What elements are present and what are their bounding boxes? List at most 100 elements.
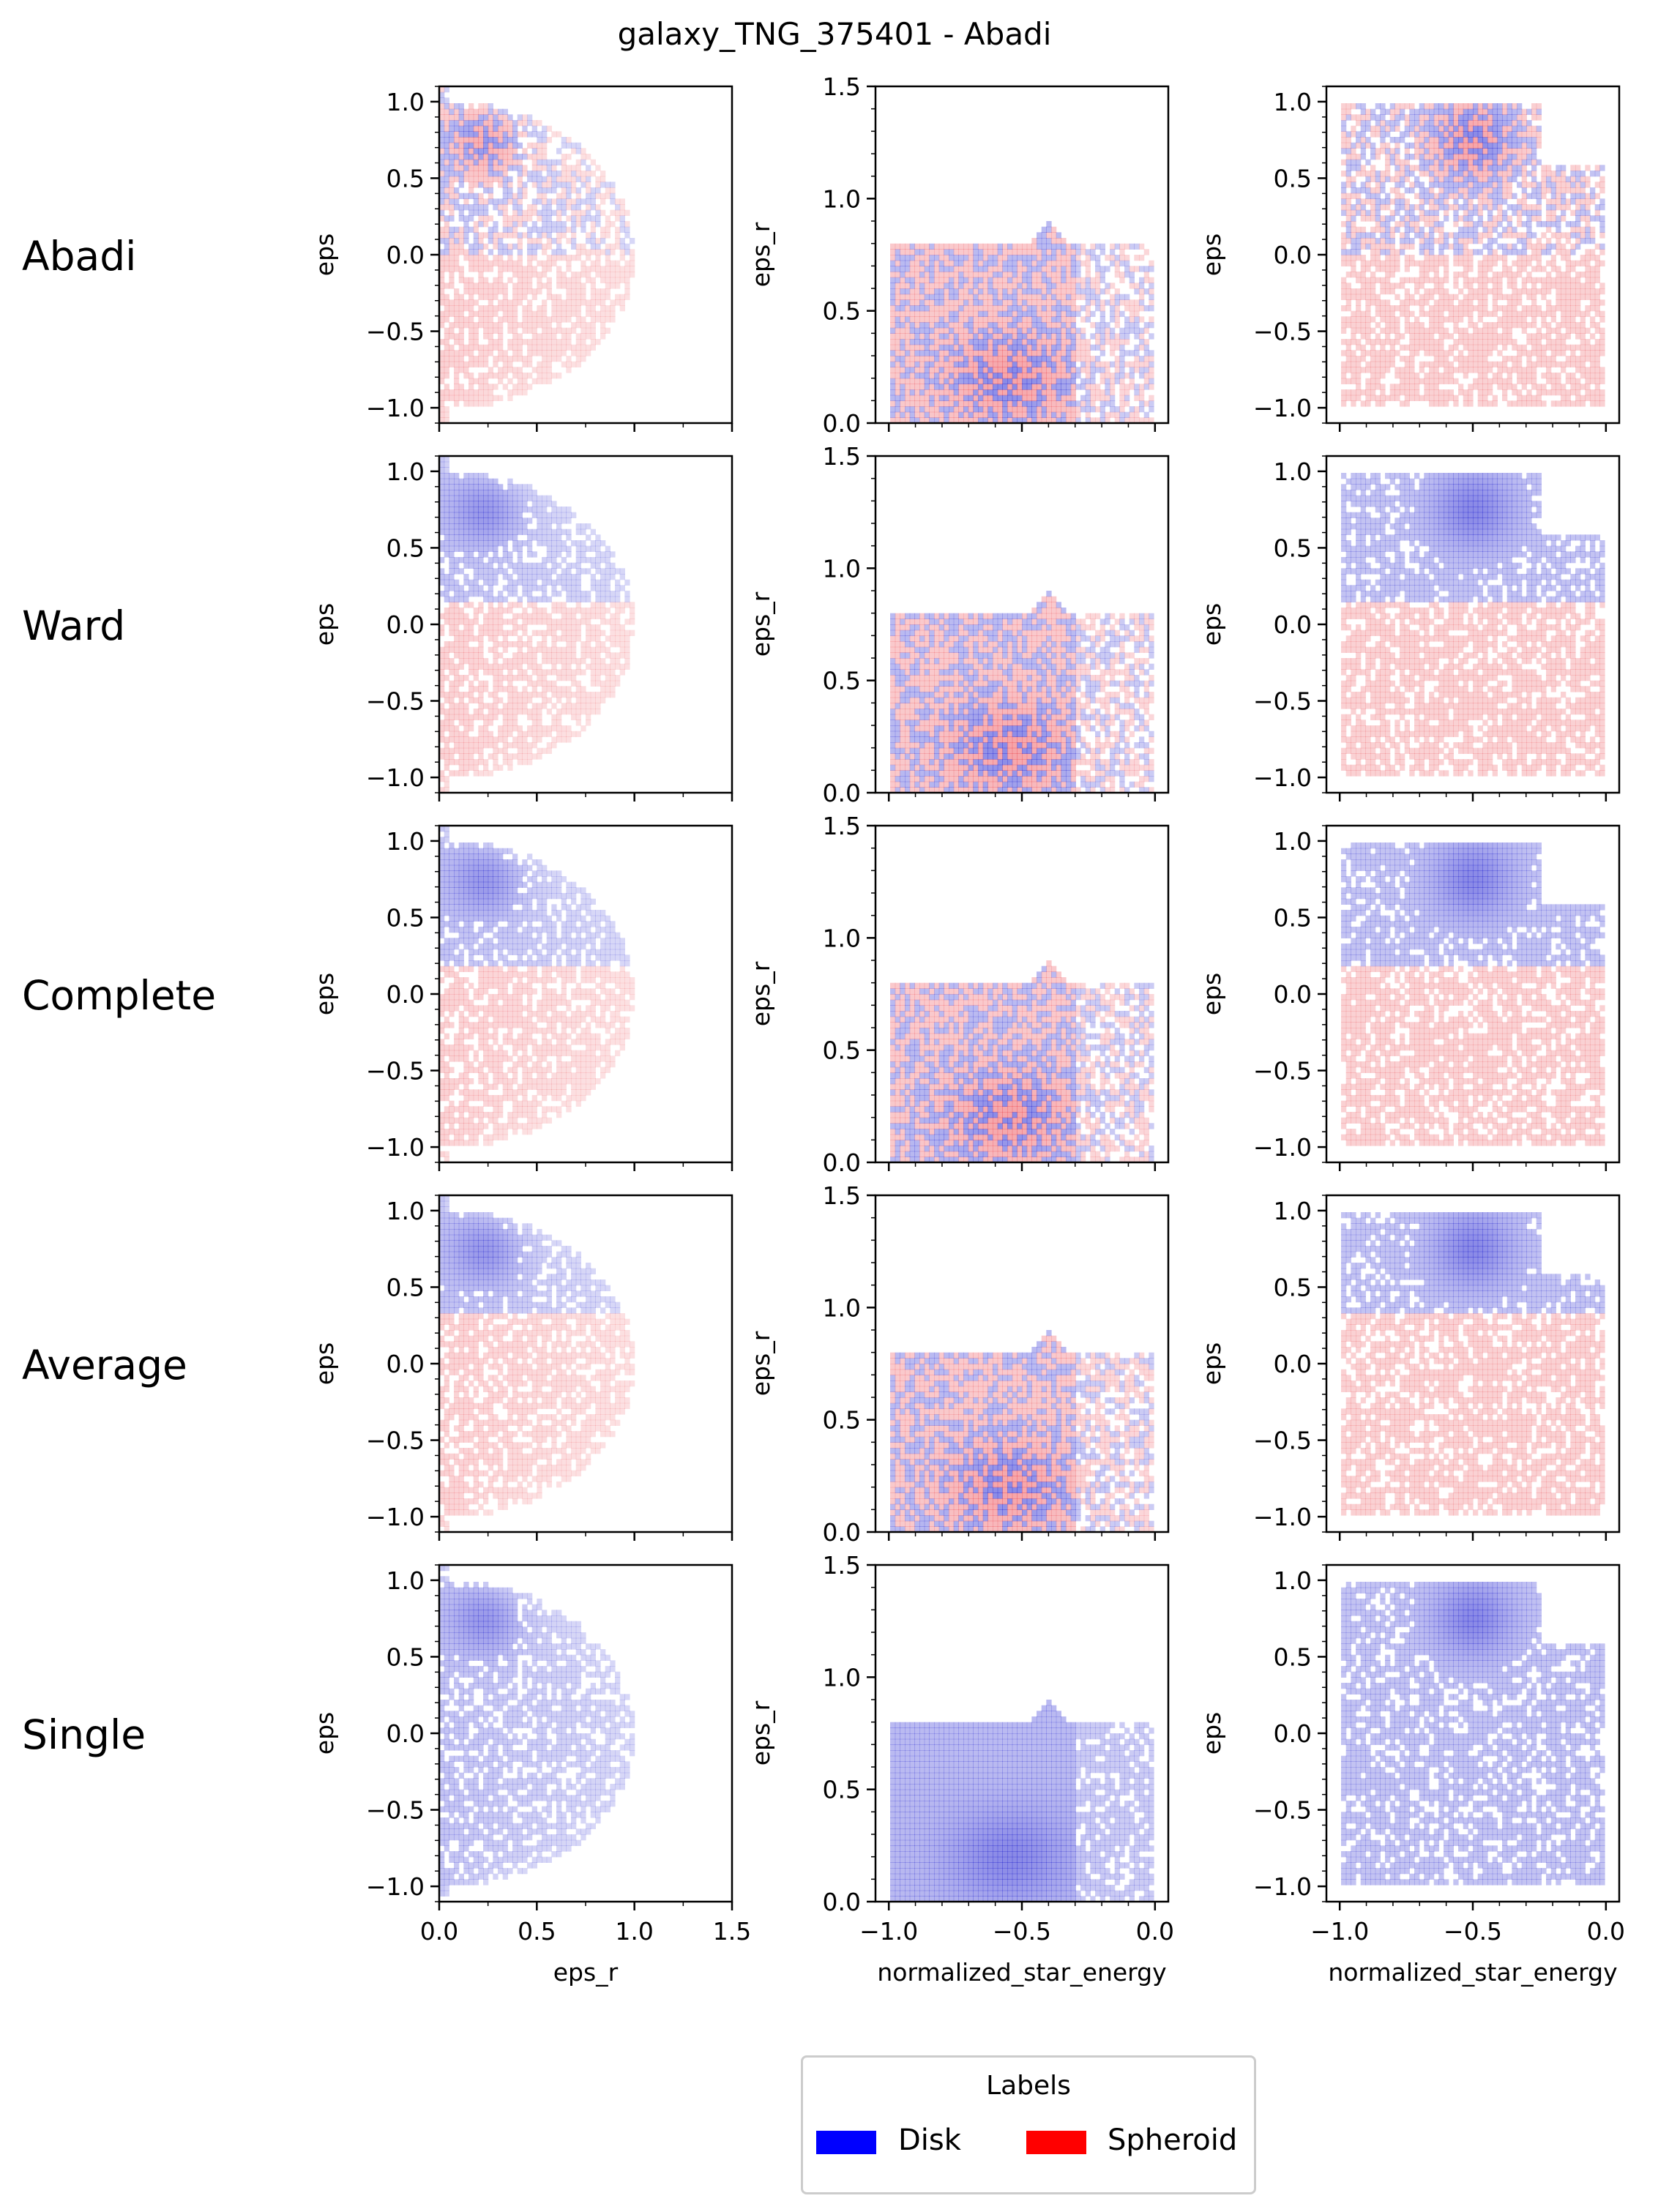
heatmap-cell <box>576 148 581 154</box>
heatmap-cell <box>1394 266 1400 272</box>
heatmap-cell <box>478 165 483 171</box>
heatmap-cell <box>1375 333 1381 339</box>
heatmap-cell <box>1444 316 1449 322</box>
heatmap-cell <box>1134 367 1139 373</box>
heatmap-cell <box>498 350 503 356</box>
heatmap-cell <box>551 345 556 351</box>
heatmap-cell <box>518 215 523 221</box>
heatmap-cell <box>1007 272 1012 277</box>
heatmap-cell <box>1361 154 1366 160</box>
heatmap-cell <box>468 339 474 345</box>
heatmap-cell <box>463 114 468 120</box>
heatmap-cell <box>610 283 615 288</box>
heatmap-cell <box>958 261 963 266</box>
heatmap-cell <box>468 187 474 193</box>
heatmap-cell <box>944 350 949 356</box>
heatmap-cell <box>1027 389 1032 395</box>
heatmap-cell <box>1144 378 1149 384</box>
heatmap-cell <box>914 333 919 339</box>
heatmap-cell <box>1444 373 1449 378</box>
heatmap-cell <box>1370 328 1375 334</box>
heatmap-cell <box>561 255 567 261</box>
heatmap-cell <box>1380 182 1385 187</box>
heatmap-cell <box>1351 328 1356 334</box>
heatmap-cell <box>968 406 974 412</box>
heatmap-cell <box>488 176 493 182</box>
heatmap-cell <box>1080 406 1086 412</box>
heatmap-cell <box>527 238 532 244</box>
heatmap-cell <box>610 261 615 266</box>
heatmap-cell <box>929 406 934 412</box>
heatmap-cell <box>571 299 576 305</box>
heatmap-cell <box>1385 126 1390 132</box>
heatmap-cell <box>595 221 600 227</box>
heatmap-cell <box>1042 277 1047 283</box>
heatmap-cell <box>580 322 586 328</box>
heatmap-cell <box>483 316 488 322</box>
heatmap-cell <box>518 120 523 126</box>
heatmap-cell <box>949 249 954 255</box>
heatmap-cell <box>1444 182 1449 187</box>
heatmap-cell <box>1017 305 1022 311</box>
heatmap-cell <box>895 299 900 305</box>
heatmap-cell <box>1361 137 1366 143</box>
heatmap-cell <box>522 277 527 283</box>
heatmap-cell <box>463 154 468 160</box>
heatmap-cell <box>595 165 600 171</box>
heatmap-cell <box>1356 171 1361 176</box>
heatmap-cell <box>1110 305 1115 311</box>
heatmap-cell <box>1346 114 1351 120</box>
heatmap-cell <box>1046 249 1051 255</box>
heatmap-cell <box>1453 395 1458 401</box>
heatmap-cell <box>507 154 512 160</box>
heatmap-cell <box>1434 328 1439 334</box>
heatmap-cell <box>463 389 468 395</box>
heatmap-cell <box>1037 406 1042 412</box>
heatmap-cell <box>987 400 993 406</box>
heatmap-cell <box>1394 176 1400 182</box>
heatmap-cell <box>929 395 934 401</box>
heatmap-cell <box>605 187 611 193</box>
heatmap-cell <box>1414 215 1419 221</box>
heatmap-cell <box>580 244 586 250</box>
heatmap-cell <box>1380 120 1385 126</box>
heatmap-cell <box>1394 328 1400 334</box>
heatmap-cell <box>895 389 900 395</box>
heatmap-cell <box>944 367 949 373</box>
heatmap-cell <box>983 288 988 294</box>
heatmap-cell <box>910 373 915 378</box>
heatmap-cell <box>605 193 611 199</box>
heatmap-cell <box>905 412 910 418</box>
heatmap-cell <box>983 350 988 356</box>
heatmap-cell <box>498 367 503 373</box>
heatmap-cells <box>439 86 635 424</box>
heatmap-cell <box>1370 395 1375 401</box>
heatmap-cell <box>939 294 944 300</box>
heatmap-cell <box>493 339 498 345</box>
heatmap-cell <box>498 305 503 311</box>
heatmap-cell <box>522 294 527 300</box>
heatmap-cell <box>468 137 474 143</box>
heatmap-cell <box>983 389 988 395</box>
heatmap-cell <box>1429 109 1434 115</box>
heatmap-cell <box>1100 277 1105 283</box>
heatmap-cell <box>963 400 968 406</box>
heatmap-cell <box>1027 339 1032 345</box>
heatmap-cell <box>1438 373 1444 378</box>
heatmap-cell <box>566 193 571 199</box>
heatmap-cell <box>610 244 615 250</box>
heatmap-cell <box>1341 109 1346 115</box>
heatmap-cell <box>1414 165 1419 171</box>
heatmap-cell <box>1351 238 1356 244</box>
heatmap-cell <box>1095 406 1100 412</box>
heatmap-cell <box>1012 294 1018 300</box>
heatmap-cell <box>1124 294 1130 300</box>
heatmap-cell <box>483 277 488 283</box>
heatmap-cell <box>474 299 479 305</box>
heatmap-cell <box>1424 221 1429 227</box>
heatmap-cell <box>522 232 527 238</box>
heatmap-cell <box>483 345 488 351</box>
heatmap-cell <box>463 400 468 406</box>
heatmap-cell <box>1144 384 1149 389</box>
heatmap-cell <box>929 249 934 255</box>
